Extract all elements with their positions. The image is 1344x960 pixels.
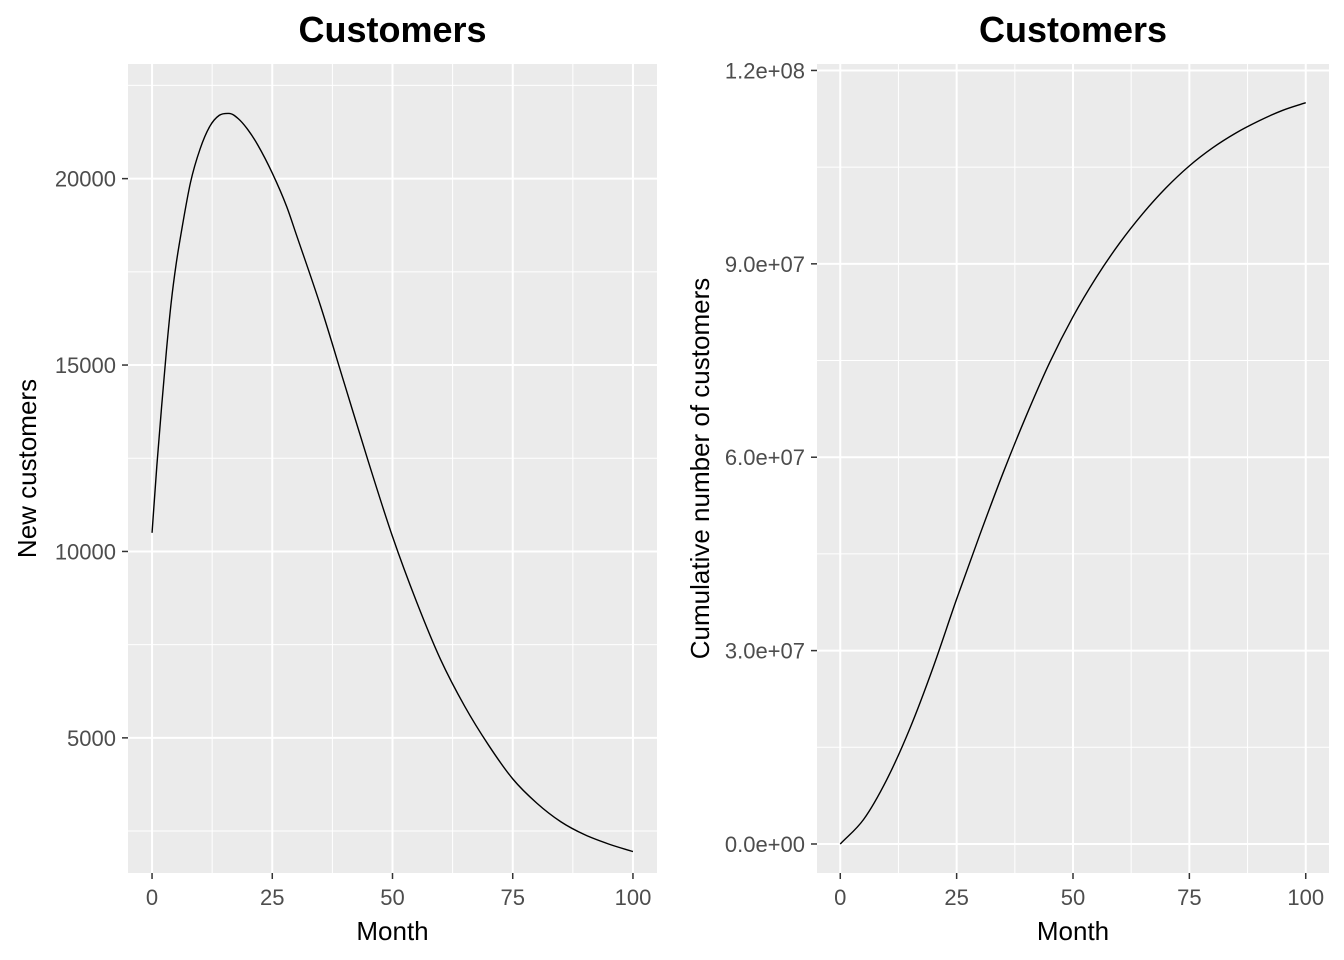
y-tick-label: 15000: [55, 353, 116, 378]
x-tick-label: 25: [260, 885, 284, 910]
axis-ticks: 0 25 50 75 100 0.0e+00 3.0e+07 6.0e+07 9.0e+07 1.…: [725, 58, 1324, 910]
x-tick-label: 100: [615, 885, 652, 910]
y-tick-label: 0.0e+00: [725, 832, 805, 857]
y-tick-label: 5000: [67, 726, 116, 751]
y-tick-label: 3.0e+07: [725, 639, 805, 664]
x-tick-label: 0: [146, 885, 158, 910]
series-layer: [839, 102, 1306, 845]
y-tick-label: 20000: [55, 167, 116, 192]
series-line: [839, 102, 1306, 845]
x-tick-label: 75: [1177, 885, 1201, 910]
axis-ticks: 0 25 50 75 100 5000 10000 15000 20000: [55, 167, 652, 910]
series-line: [151, 112, 634, 853]
y-tick-label: 1.2e+08: [725, 58, 805, 83]
minor-gridlines: [128, 64, 657, 873]
chart-title: Customers: [979, 9, 1167, 50]
x-tick-label: 50: [380, 885, 404, 910]
y-axis-title: New customers: [12, 379, 42, 558]
major-gridlines: [128, 64, 657, 873]
chart-title: Customers: [298, 9, 486, 50]
y-tick-label: 6.0e+07: [725, 445, 805, 470]
x-tick-label: 25: [944, 885, 968, 910]
x-tick-label: 50: [1061, 885, 1085, 910]
y-tick-label: 9.0e+07: [725, 252, 805, 277]
series-layer: [151, 112, 634, 853]
x-axis-title: Month: [356, 916, 428, 946]
x-axis-title: Month: [1037, 916, 1109, 946]
x-tick-label: 100: [1287, 885, 1324, 910]
y-axis-title: Cumulative number of customers: [685, 278, 715, 659]
y-tick-label: 10000: [55, 539, 116, 564]
x-tick-label: 0: [834, 885, 846, 910]
cumulative-customers-panel: 0 25 50 75 100 0.0e+00 3.0e+07 6.0e+07 9.0e+07 1.…: [685, 9, 1329, 946]
major-gridlines: [817, 64, 1329, 873]
x-tick-label: 75: [500, 885, 524, 910]
